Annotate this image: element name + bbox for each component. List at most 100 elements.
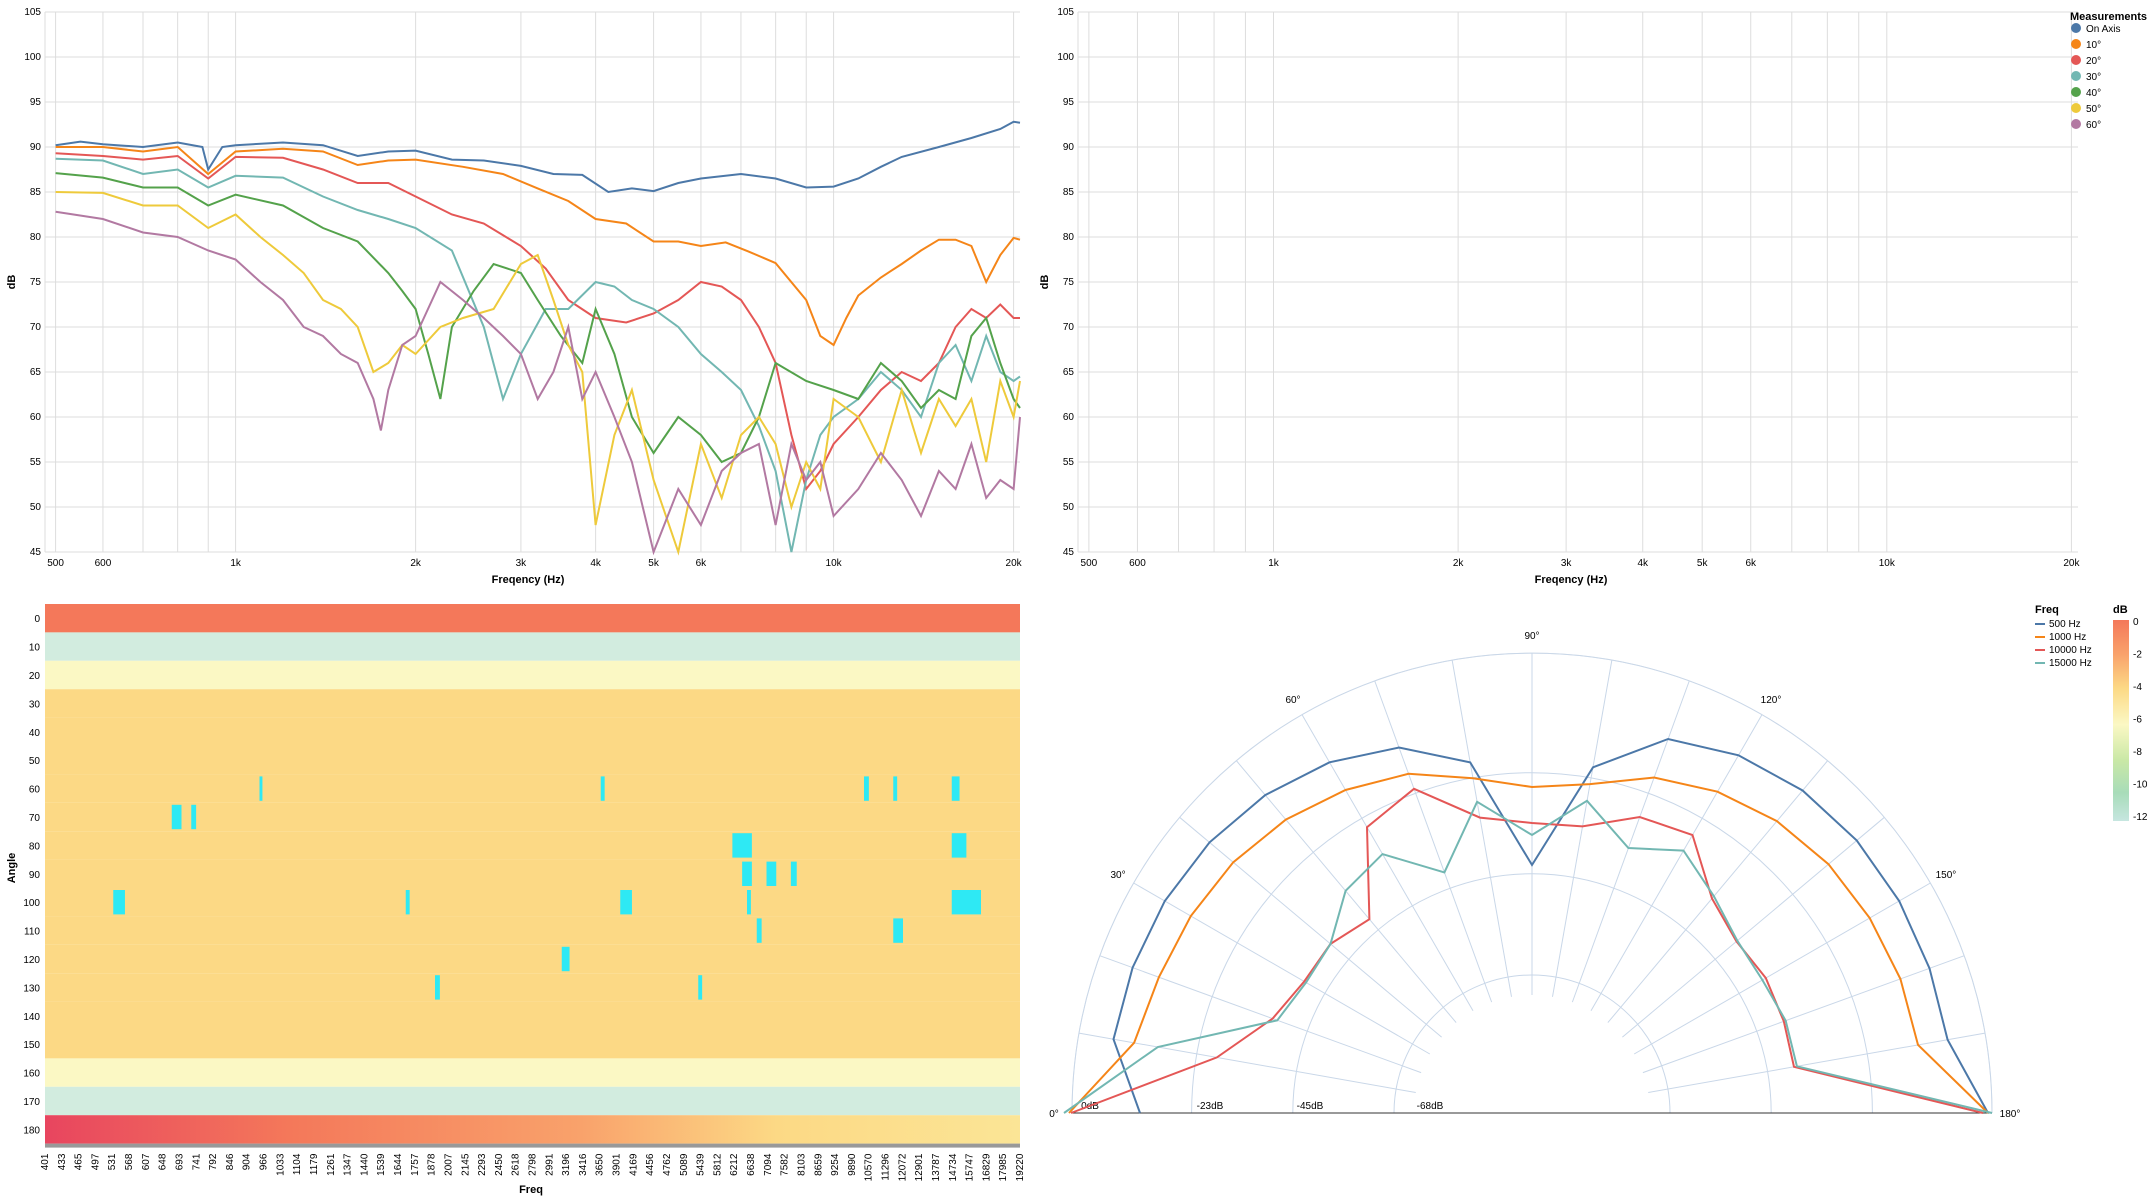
heatmap-outlier [951,776,960,801]
freq-tick-label: 6638 [746,1153,757,1176]
freq-legend-label: 1000 Hz [2049,632,2086,643]
freq-tick-label: 1644 [393,1153,404,1176]
db-legend-tick: -12 [2133,812,2148,823]
polar-series-line [1070,787,1984,1114]
heatmap-row [45,973,1020,1002]
freq-tick-label: 3196 [561,1153,572,1176]
angle-tick-label: 110 [24,927,40,938]
heatmap-row [45,802,1020,832]
y-tick-label: 95 [30,97,42,108]
x-tick-label: 1k [230,558,242,569]
angle-tick-label: 130 [23,983,40,994]
freq-tick-label: 433 [57,1153,68,1170]
y-tick-label: 85 [30,187,42,198]
series-line [55,172,1021,464]
freq-tick-label: 7094 [763,1153,774,1176]
polar-angle-label: 90° [1524,631,1539,642]
y-tick-label: 75 [30,277,42,288]
angle-tick-label: 80 [29,841,41,852]
db-legend-tick: -6 [2133,715,2142,726]
heatmap-row [45,1030,1020,1059]
freq-tick-label: 9254 [830,1153,841,1176]
freq-tick-label: 648 [158,1153,169,1170]
heatmap-outlier [171,804,182,830]
freq-tick-label: 15747 [965,1153,976,1181]
angle-tick-label: 0 [34,614,40,625]
freq-tick-label: 12901 [914,1153,925,1181]
polar-series [1063,737,1993,1114]
freq-tick-label: 16829 [981,1153,992,1181]
angle-tick-label: 90 [29,870,41,881]
angle-tick-label: 100 [23,898,40,909]
angle-tick-label: 40 [29,728,41,739]
y-tick-label: 50 [1063,502,1075,513]
heatmap-row [45,859,1020,888]
legend-swatch [2071,103,2081,113]
freq-legend[interactable]: Freq 500 Hz 1000 Hz 10000 Hz 15000 Hz [2035,604,2092,669]
heatmap-bottom-edge [45,1143,1020,1148]
freq-tick-label: 19220 [1015,1153,1026,1181]
heatmap-row [45,774,1020,803]
x-tick-label: 2k [1453,558,1465,569]
heatmap-row [45,660,1020,690]
freq-tick-label: 1878 [427,1153,438,1176]
x-tick-label: 500 [1081,558,1098,569]
freq-tick-label: 4456 [645,1153,656,1176]
angle-tick-label: 150 [23,1040,40,1051]
freq-tick-label: 3416 [578,1153,589,1176]
y-tick-label: 100 [1057,52,1074,63]
db-legend-title: dB [2113,604,2128,616]
freq-tick-label: 497 [90,1153,101,1170]
freq-tick-label: 13787 [931,1153,942,1181]
heatmap-row [45,831,1020,860]
heatmap-y-ticks: 0 10 20 30 40 50 60 70 80 90 100 110 120 130 140 150 160… [23,614,40,1136]
polar-angle-label: 180° [2000,1109,2021,1120]
db-legend-tick: -2 [2133,650,2142,661]
y-tick-label: 75 [1063,277,1075,288]
freq-tick-label: 3650 [595,1153,606,1176]
freq-tick-label: 1539 [376,1153,387,1176]
spl-y-ticks: 45 50 55 60 65 70 75 80 85 90 95 100 105 [24,7,41,558]
freq-tick-label: 2618 [511,1153,522,1176]
x-tick-label: 4k [590,558,602,569]
spl-chart: 45 50 55 60 65 70 75 80 85 90 95 100 105 500 600 1k 2k 3… [6,7,1023,586]
legend-label: On Axis [2086,24,2120,35]
x-tick-label: 10k [1879,558,1896,569]
freq-tick-label: 846 [225,1153,236,1170]
db-legend-tick: -4 [2133,682,2142,693]
x-tick-label: 6k [1745,558,1757,569]
spl-empty-chart: 45 50 55 60 65 70 75 80 85 90 95 100 105 500 600 1k 2k 3… [1040,7,2147,586]
y-tick-label: 70 [30,322,42,333]
angle-tick-label: 10 [29,643,41,654]
spl-x-axis-title: Freqency (Hz) [492,574,565,586]
y-tick-label: 70 [1063,322,1075,333]
measurements-legend-title: Measurements [2070,11,2147,23]
x-tick-label: 3k [1561,558,1573,569]
polar-radial-label: -23dB [1197,1101,1224,1112]
polar-series-line [1063,799,1993,1114]
y-tick-label: 80 [30,232,42,243]
spl-x-ticks: 500 600 1k 2k 3k 4k 5k 6k 10k 20k [47,558,1022,569]
y-tick-label: 65 [1063,367,1075,378]
y-tick-label: 45 [1063,547,1075,558]
freq-tick-label: 2293 [477,1153,488,1176]
legend-label: 40° [2086,88,2101,99]
heatmap-row [45,1058,1020,1087]
polar-chart: 0° 30° 60° 90° 120° 150° 180° 0 dB -23dB -45dB -68… [1049,604,2148,1120]
polar-grid [1071,652,1993,1114]
heatmap-outlier [766,861,777,886]
legend-label: 20° [2086,56,2101,67]
heatmap-outlier [698,975,703,1000]
freq-tick-label: 2991 [544,1153,555,1176]
y-tick-label: 55 [30,457,42,468]
measurements-legend[interactable]: Measurements On Axis 10° 20° 30° 40° 50° 60° [2070,11,2147,131]
polar-series-line [1068,772,1989,1114]
freq-tick-label: 1033 [275,1153,286,1176]
heatmap-outliers [113,776,981,1000]
freq-legend-title: Freq [2035,604,2059,616]
heatmap-row [45,717,1020,746]
polar-spoke [1607,760,1829,1023]
heatmap-x-ticks: 401 433 465 497 531 568 607 648 693 741 792 846 904 9… [40,1153,1026,1181]
y-tick-label: 45 [30,547,42,558]
series-line [55,120,1021,194]
